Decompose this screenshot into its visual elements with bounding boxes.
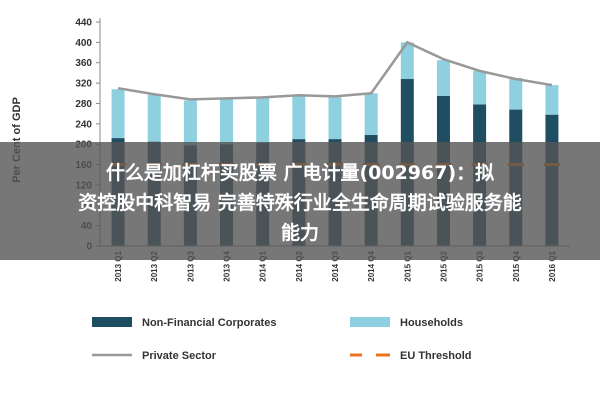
bar-households (509, 78, 523, 110)
y-tick-label: 360 (75, 58, 92, 69)
x-tick-label: 2015 Q2 (439, 250, 448, 281)
overlay-line-3: 能力 (280, 222, 319, 244)
bar-households (436, 60, 450, 96)
x-tick-label: 2015 Q3 (476, 250, 485, 281)
bar-households (328, 97, 342, 140)
y-tick-label: 320 (75, 79, 92, 90)
legend: Non-Financial Corporates Households Privat… (92, 317, 472, 362)
legend-households-swatch (350, 317, 390, 327)
y-tick-label: 400 (75, 38, 92, 49)
overlay-line-2: 资控股中科智易 完善特殊行业全生命周期试验服务能 (78, 192, 522, 214)
overlay-line-1: 什么是加杠杆买股票 广电计量(002967)：拟 (105, 162, 495, 184)
legend-private-sector-label: Private Sector (142, 350, 217, 362)
overlay-headline: 什么是加杠杆买股票 广电计量(002967)：拟 资控股中科智易 完善特殊行业全… (0, 158, 600, 248)
bar-households (183, 100, 197, 146)
y-tick-label: 440 (75, 18, 92, 29)
bar-households (545, 85, 559, 115)
bar-households (473, 70, 487, 105)
overlay-banner (0, 142, 600, 260)
legend-eu-threshold-label: EU Threshold (400, 350, 472, 362)
x-tick-label: 2014 Q1 (259, 250, 268, 281)
x-tick-label: 2013 Q4 (223, 250, 232, 281)
bar-households (147, 94, 161, 142)
line-private-sector (117, 40, 553, 101)
x-tick-label: 2013 Q1 (114, 250, 123, 281)
x-tick-label: 2015 Q4 (512, 250, 521, 281)
bar-households (292, 96, 306, 140)
x-tick-label: 2014 Q4 (367, 250, 376, 281)
bar-households (111, 89, 125, 139)
bar-households (256, 97, 270, 143)
legend-households-label: Households (400, 317, 463, 329)
x-tick-label: 2014 Q2 (295, 250, 304, 281)
y-tick-label: 240 (75, 119, 92, 130)
bar-households (400, 42, 414, 80)
bar-households (220, 98, 234, 145)
x-tick-label: 2013 Q3 (186, 250, 195, 281)
legend-non-financial-corporates-label: Non-Financial Corporates (142, 317, 276, 329)
legend-non-financial-corporates-swatch (92, 317, 132, 327)
bar-households (364, 93, 378, 136)
x-tick-label: 2014 Q3 (331, 250, 340, 281)
x-tick-label: 2016 Q1 (548, 250, 557, 281)
x-tick-label: 2013 Q2 (150, 250, 159, 281)
y-tick-label: 280 (75, 99, 92, 110)
x-tick-label: 2015 Q1 (403, 250, 412, 281)
